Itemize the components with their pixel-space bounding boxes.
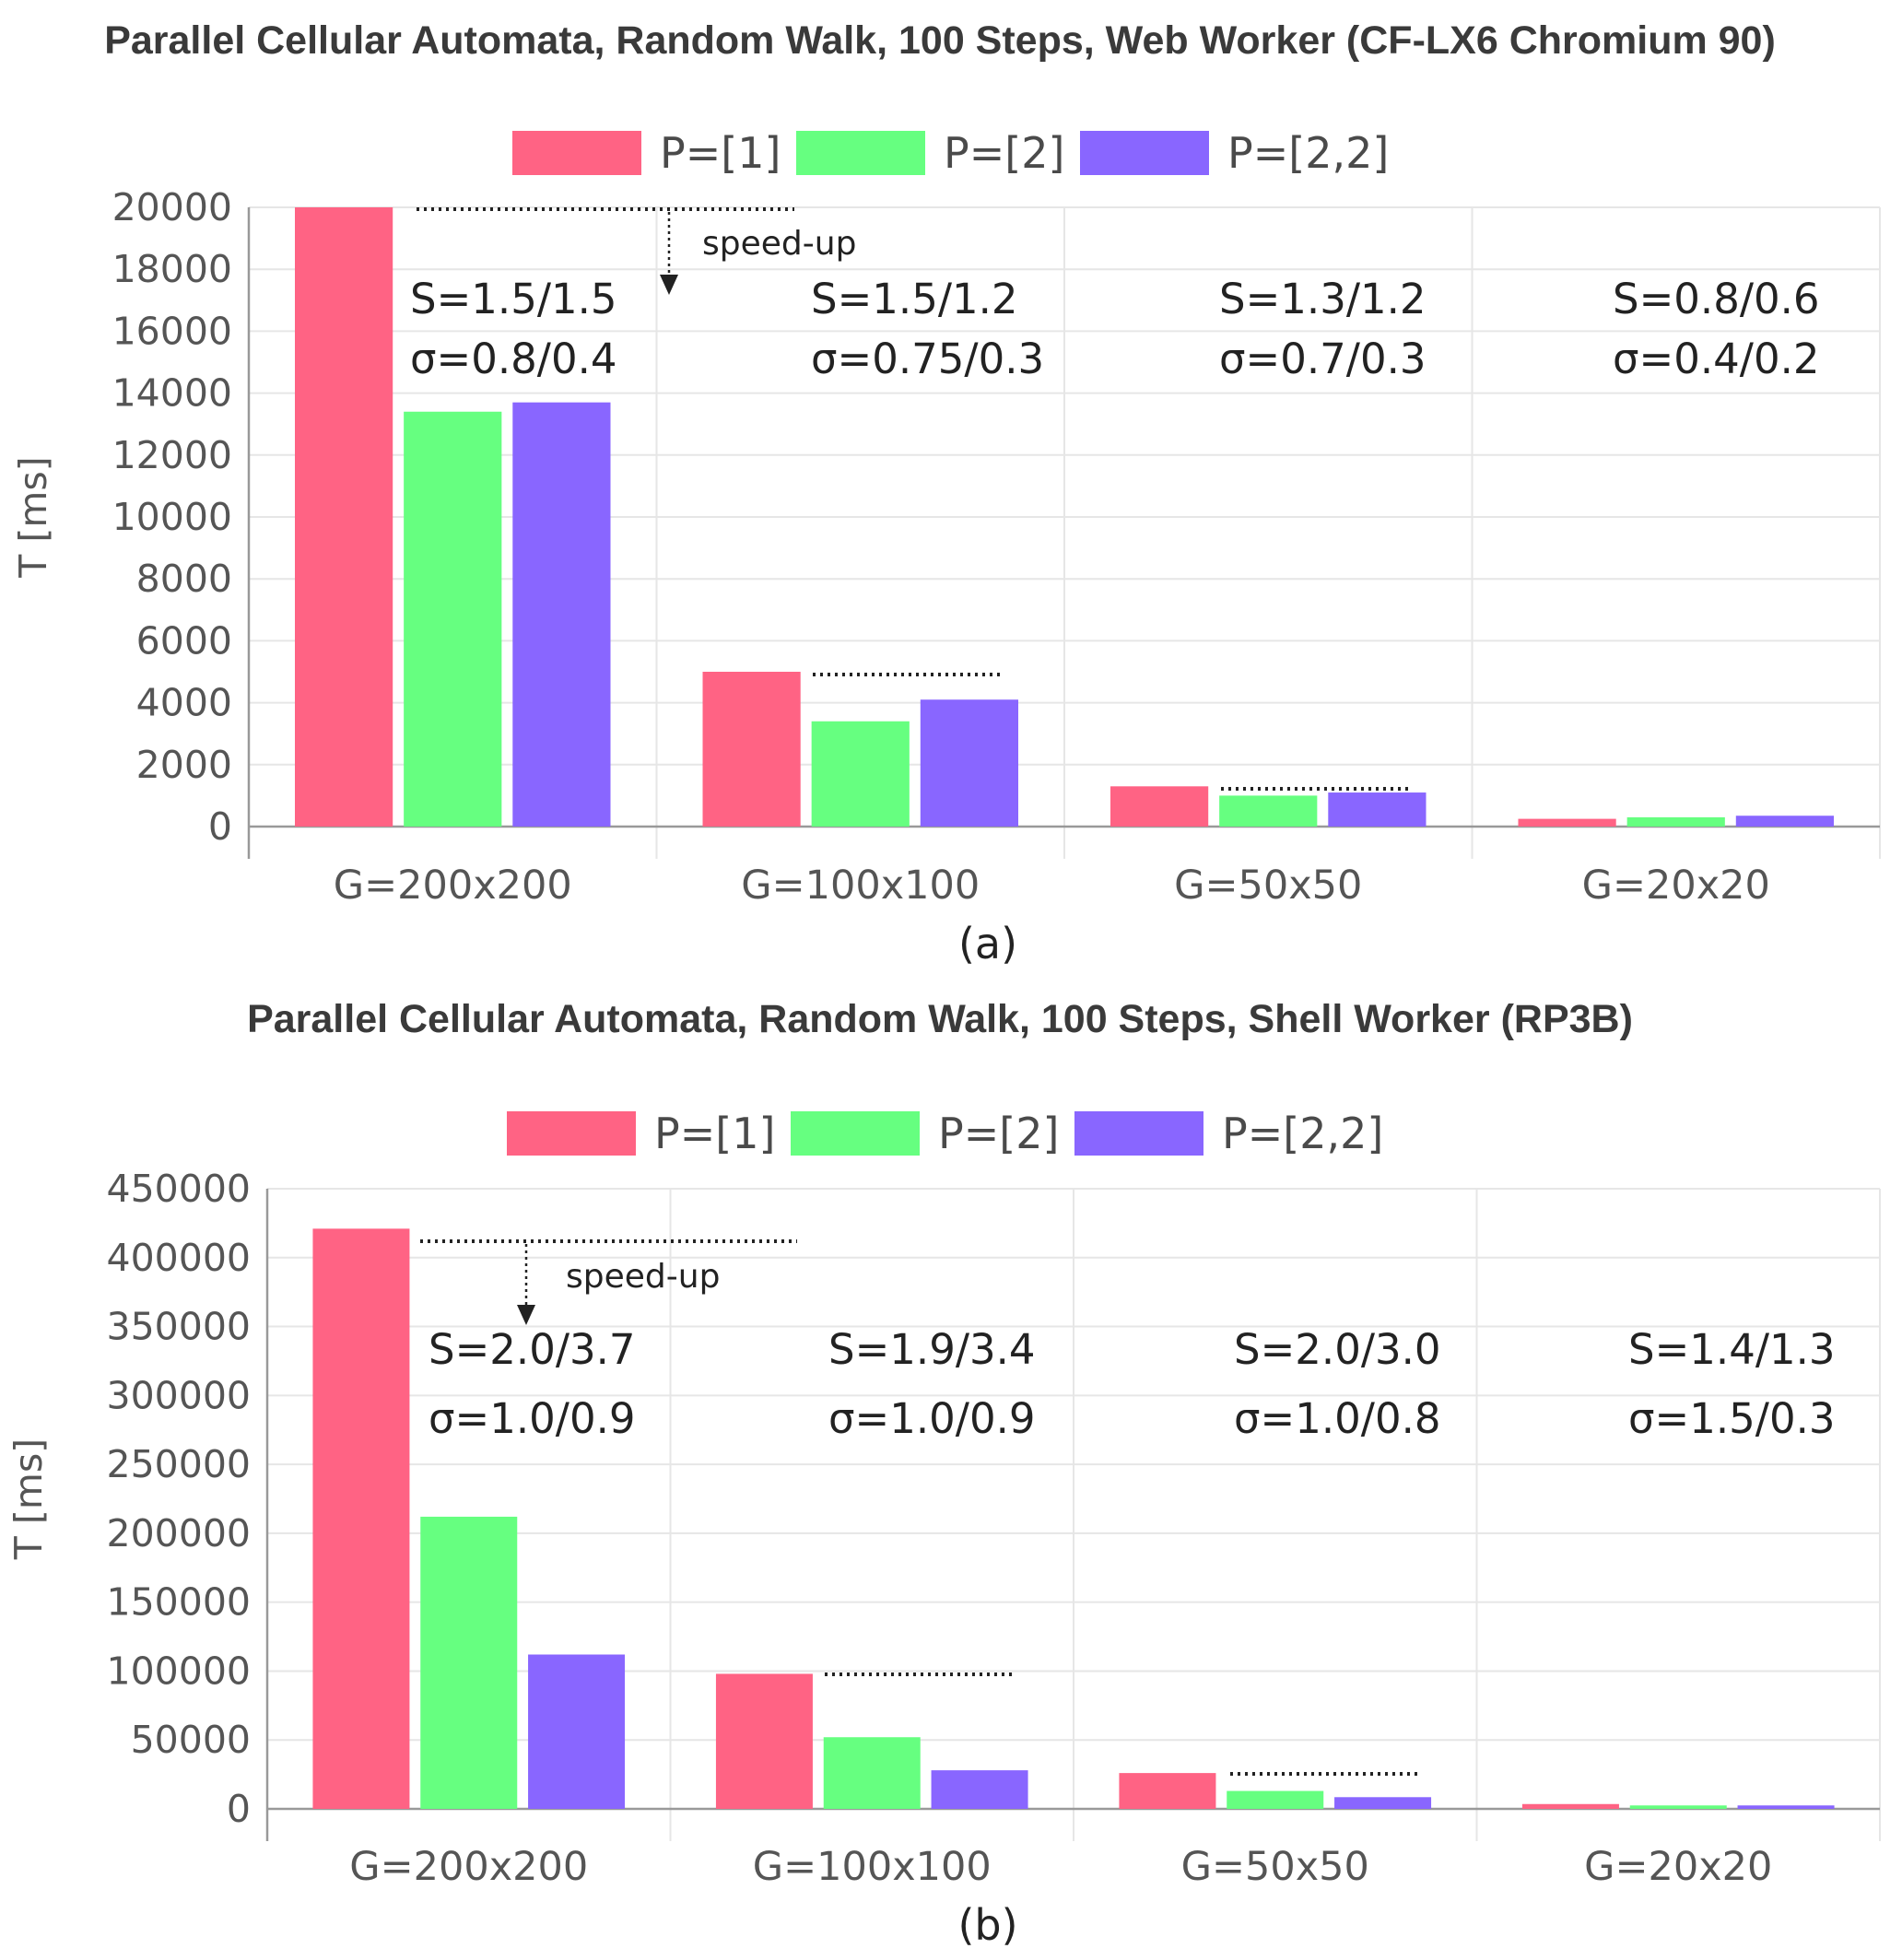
chartb-sigma-annotation-1: σ=1.0/0.9 bbox=[828, 1394, 1036, 1443]
chartb-bar-1-1 bbox=[823, 1737, 921, 1809]
chartb-bar-2-2 bbox=[1334, 1797, 1432, 1809]
charta-bar-2-1 bbox=[1219, 795, 1318, 827]
charta-bar-2-2 bbox=[1328, 792, 1426, 827]
charta-sigma-annotation-3: σ=0.4/0.2 bbox=[1613, 334, 1820, 383]
charta-bar-3-1 bbox=[1626, 816, 1725, 827]
chartb-legend-swatch-1 bbox=[791, 1111, 920, 1156]
charta-legend-label-2: P=[2,2] bbox=[1227, 128, 1389, 178]
charta-ytick-label-7: 14000 bbox=[112, 371, 232, 416]
chartb-ytick-label-5: 250000 bbox=[106, 1442, 251, 1486]
chartb-ytick-label-2: 100000 bbox=[106, 1649, 251, 1693]
charta-speedup-annotation-1: S=1.5/1.2 bbox=[811, 275, 1018, 323]
charta-bar-1-0 bbox=[702, 672, 801, 827]
charta-ytick-label-3: 6000 bbox=[136, 618, 232, 663]
chartb-legend-swatch-2 bbox=[1074, 1111, 1203, 1156]
charta-legend-swatch-0 bbox=[512, 131, 641, 175]
chartb-sigma-annotation-3: σ=1.5/0.3 bbox=[1628, 1394, 1836, 1443]
charta-bar-1-1 bbox=[811, 721, 910, 827]
chartb-bar-3-1 bbox=[1629, 1805, 1727, 1809]
charta-legend-label-0: P=[1] bbox=[660, 128, 781, 178]
chartb-legend-label-1: P=[2] bbox=[938, 1109, 1059, 1158]
chartb-ytick-label-3: 150000 bbox=[106, 1580, 251, 1625]
chartb-y-axis-title: T [ms] bbox=[6, 1438, 51, 1560]
charta-category-label-1: G=100x100 bbox=[741, 863, 980, 909]
charta-bar-0-0 bbox=[295, 207, 393, 827]
charta-bar-1-2 bbox=[920, 699, 1018, 827]
chartb-ytick-label-8: 400000 bbox=[106, 1236, 251, 1280]
chartb-bar-3-0 bbox=[1521, 1803, 1619, 1809]
charta-bar-2-0 bbox=[1110, 786, 1209, 827]
charta-ytick-label-8: 16000 bbox=[112, 309, 232, 353]
chartb-sigma-annotation-2: σ=1.0/0.8 bbox=[1234, 1394, 1441, 1443]
charta-bar-3-0 bbox=[1518, 818, 1616, 827]
chartb-speedup-arrow-head bbox=[517, 1305, 535, 1325]
chartb-speedup-label: speed-up bbox=[566, 1258, 720, 1296]
chartb-category-label-3: G=20x20 bbox=[1584, 1844, 1772, 1890]
charta-speedup-label: speed-up bbox=[702, 225, 856, 263]
chartb-bar-3-2 bbox=[1737, 1805, 1835, 1809]
chartb-bar-0-0 bbox=[312, 1228, 410, 1809]
chartb-bar-0-1 bbox=[420, 1516, 518, 1809]
chartb-ytick-label-0: 0 bbox=[227, 1787, 251, 1831]
chartb-ytick-label-1: 50000 bbox=[131, 1718, 251, 1762]
chartb-bar-0-2 bbox=[528, 1654, 626, 1809]
charta-ytick-label-4: 8000 bbox=[136, 557, 232, 601]
chartb-legend-label-0: P=[1] bbox=[654, 1109, 775, 1158]
chartb-sigma-annotation-0: σ=1.0/0.9 bbox=[429, 1394, 636, 1443]
charta-speedup-arrow-head bbox=[660, 275, 678, 295]
charta-speedup-annotation-2: S=1.3/1.2 bbox=[1219, 275, 1426, 323]
charta-legend-label-1: P=[2] bbox=[944, 128, 1064, 178]
charta-title: Parallel Cellular Automata, Random Walk,… bbox=[104, 18, 1776, 63]
charta-ytick-label-2: 4000 bbox=[136, 681, 232, 725]
charta-category-label-3: G=20x20 bbox=[1582, 863, 1770, 909]
chartb-ytick-label-7: 350000 bbox=[106, 1305, 251, 1349]
charta-y-axis-title: T [ms] bbox=[11, 456, 55, 578]
chartb-bar-1-2 bbox=[931, 1770, 1028, 1809]
charta-legend-swatch-1 bbox=[796, 131, 925, 175]
chartb-bar-1-0 bbox=[715, 1673, 813, 1809]
charta-sigma-annotation-1: σ=0.75/0.3 bbox=[811, 334, 1044, 383]
chartb-ytick-label-6: 300000 bbox=[106, 1373, 251, 1417]
chartb-speedup-annotation-0: S=2.0/3.7 bbox=[429, 1325, 636, 1374]
charta-category-label-0: G=200x200 bbox=[334, 863, 572, 909]
charta-bar-0-2 bbox=[512, 402, 611, 827]
chartb-bar-2-1 bbox=[1227, 1790, 1324, 1809]
chartb-speedup-annotation-2: S=2.0/3.0 bbox=[1234, 1325, 1441, 1374]
chartb-bar-2-0 bbox=[1119, 1773, 1216, 1809]
charta-legend-swatch-2 bbox=[1080, 131, 1209, 175]
chartb-category-label-1: G=100x100 bbox=[753, 1844, 992, 1890]
chartb-legend-label-2: P=[2,2] bbox=[1222, 1109, 1383, 1158]
charta-speedup-annotation-0: S=1.5/1.5 bbox=[410, 275, 617, 323]
charta-panel-label: (a) bbox=[958, 919, 1017, 968]
chartb-title: Parallel Cellular Automata, Random Walk,… bbox=[247, 997, 1633, 1041]
charta-bar-3-2 bbox=[1735, 816, 1834, 827]
charta-ytick-label-5: 10000 bbox=[112, 495, 232, 539]
chartb-speedup-annotation-1: S=1.9/3.4 bbox=[828, 1325, 1036, 1374]
charta-ytick-label-10: 20000 bbox=[112, 185, 232, 229]
charta-ytick-label-1: 2000 bbox=[136, 743, 232, 787]
chartb-legend-swatch-0 bbox=[507, 1111, 636, 1156]
charta-ytick-label-0: 0 bbox=[208, 804, 232, 849]
charta-sigma-annotation-0: σ=0.8/0.4 bbox=[410, 334, 617, 383]
chartb-ytick-label-9: 450000 bbox=[106, 1167, 251, 1211]
charta-bar-0-1 bbox=[404, 411, 502, 827]
chartb-ytick-label-4: 200000 bbox=[106, 1511, 251, 1555]
chartb-speedup-annotation-3: S=1.4/1.3 bbox=[1628, 1325, 1836, 1374]
charta-speedup-annotation-3: S=0.8/0.6 bbox=[1613, 275, 1820, 323]
chartb-category-label-0: G=200x200 bbox=[349, 1844, 588, 1890]
charta-category-label-2: G=50x50 bbox=[1174, 863, 1362, 909]
charta-ytick-label-9: 18000 bbox=[112, 247, 232, 291]
charta-ytick-label-6: 12000 bbox=[112, 433, 232, 477]
chartb-panel-label: (b) bbox=[957, 1900, 1017, 1950]
charta-sigma-annotation-2: σ=0.7/0.3 bbox=[1219, 334, 1426, 383]
chartb-category-label-2: G=50x50 bbox=[1181, 1844, 1369, 1890]
